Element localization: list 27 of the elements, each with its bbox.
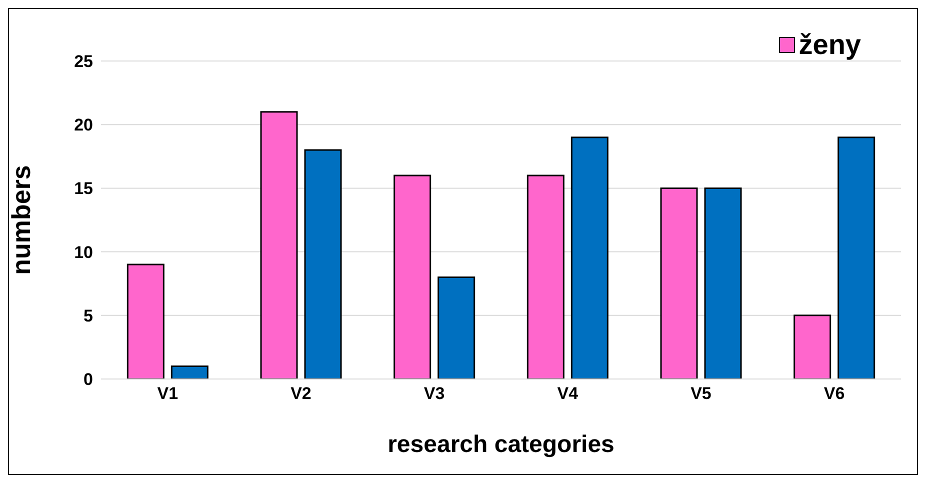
legend-label: ženy xyxy=(798,29,861,61)
y-tick-label: 25 xyxy=(74,52,93,72)
bar xyxy=(170,366,208,379)
x-tick-label: V3 xyxy=(424,384,445,404)
bar xyxy=(704,187,742,379)
y-tick-label: 10 xyxy=(74,242,93,262)
x-tick-label: V1 xyxy=(157,384,178,404)
bar xyxy=(570,136,608,379)
x-tick-label: V5 xyxy=(690,384,712,404)
x-tick-label: V4 xyxy=(557,384,579,404)
bar xyxy=(126,264,164,379)
y-tick-label: 20 xyxy=(74,116,93,135)
y-axis-title: numbers xyxy=(6,165,36,275)
bar xyxy=(660,187,698,379)
bar xyxy=(260,111,298,379)
y-tick-label: 0 xyxy=(84,370,93,390)
bar xyxy=(394,174,432,379)
y-tick-label: 15 xyxy=(74,179,93,198)
bar xyxy=(794,314,832,379)
x-axis-title: research categories xyxy=(388,431,614,458)
bar xyxy=(526,174,564,379)
x-tick-label: V2 xyxy=(290,384,312,404)
bar xyxy=(438,276,476,379)
y-tick-label: 5 xyxy=(84,306,93,326)
bar xyxy=(838,136,876,379)
x-tick-label: V6 xyxy=(824,384,845,404)
bar xyxy=(304,149,342,379)
